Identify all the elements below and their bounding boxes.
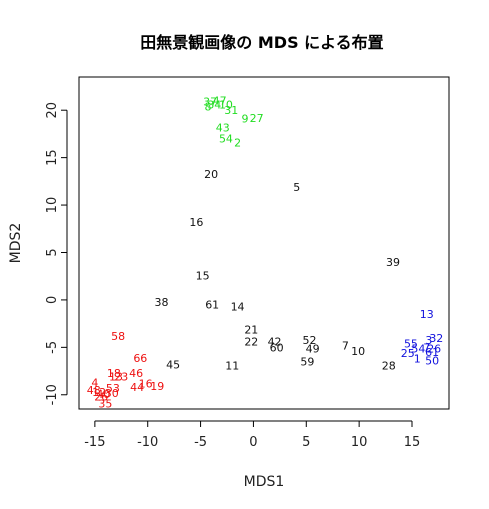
point-label-blue: 13 <box>420 308 434 321</box>
point-label-green: 37 <box>203 96 217 109</box>
point-label-red: 16 <box>139 377 153 390</box>
point-label-black: 39 <box>386 256 400 269</box>
point-label-black: 14 <box>231 301 245 314</box>
point-label-blue: 32 <box>429 332 443 345</box>
point-label-green: 31 <box>224 104 238 117</box>
y-tick-label: 20 <box>45 102 60 119</box>
point-label-green: 2 <box>234 136 241 149</box>
point-label-black: 42 <box>268 336 282 349</box>
y-tick-label: -10 <box>45 384 60 405</box>
x-tick-label: -10 <box>137 435 158 450</box>
point-label-red: 18 <box>107 367 121 380</box>
x-tick-label: -5 <box>194 435 207 450</box>
point-label-red: 26 <box>94 391 108 404</box>
point-label-green: 27 <box>250 112 264 125</box>
point-label-green: 47 <box>213 95 227 108</box>
point-label-green: 9 <box>241 113 248 126</box>
y-axis-label: MDS2 <box>8 223 24 264</box>
chart-title: 田無景観画像の MDS による布置 <box>140 33 383 52</box>
point-label-red: 12 <box>92 386 106 399</box>
point-label-blue: 61 <box>425 346 439 359</box>
point-label-black: 22 <box>244 336 258 349</box>
point-label-black: 45 <box>166 358 180 371</box>
point-label-blue: 54 <box>411 342 425 355</box>
y-axis: -10 -5 0 5 10 15 20 <box>45 102 68 405</box>
point-label-black: 10 <box>351 345 365 358</box>
y-tick-label: 5 <box>45 248 60 256</box>
point-label-red: 35 <box>98 397 112 410</box>
y-tick-label: 10 <box>45 197 60 214</box>
point-label-blue: 1 <box>414 353 421 366</box>
y-tick-label: -5 <box>45 341 60 354</box>
point-label-black: 49 <box>306 342 320 355</box>
x-tick-label: 5 <box>302 435 310 450</box>
y-tick-label: 0 <box>45 296 60 304</box>
point-label-black: 61 <box>205 299 219 312</box>
point-label-black: 16 <box>189 216 203 229</box>
point-label-blue: 25 <box>401 347 415 360</box>
point-label-black: 38 <box>154 296 168 309</box>
point-label-blue: 26 <box>427 342 441 355</box>
point-label-black: 52 <box>302 334 316 347</box>
point-label-black: 59 <box>300 356 314 369</box>
point-label-blue: 3 <box>425 334 432 347</box>
point-label-black: 21 <box>244 323 258 336</box>
point-label-black: 28 <box>382 359 396 372</box>
x-tick-label: 10 <box>351 435 368 450</box>
point-label-red: 23 <box>114 371 128 384</box>
point-label-red: 53 <box>106 382 120 395</box>
point-label-green: 10 <box>219 99 233 112</box>
point-label-green: 8 <box>204 100 211 113</box>
point-label-green: 34 <box>207 99 221 112</box>
point-label-red: 58 <box>111 330 125 343</box>
x-axis-label: MDS1 <box>244 474 285 490</box>
point-label-red: 13 <box>109 371 123 384</box>
x-tick-label: 15 <box>404 435 421 450</box>
point-label-black: 15 <box>196 269 210 282</box>
point-label-black: 20 <box>204 168 218 181</box>
point-label-black: 11 <box>225 359 239 372</box>
point-label-red: 4 <box>91 376 98 389</box>
point-label-blue: 7 <box>423 341 430 354</box>
point-label-red: 44 <box>130 381 144 394</box>
point-label-blue: 50 <box>425 355 439 368</box>
point-label-green: 43 <box>216 121 230 134</box>
point-label-red: 48 <box>87 384 101 397</box>
point-label-red: 30 <box>105 387 119 400</box>
point-label-blue: 55 <box>404 338 418 351</box>
point-label-green: 54 <box>219 133 233 146</box>
point-label-black: 60 <box>270 341 284 354</box>
x-tick-label: 0 <box>249 435 257 450</box>
point-label-red: 19 <box>150 380 164 393</box>
point-label-red: 46 <box>129 367 143 380</box>
point-label-red: 66 <box>133 352 147 365</box>
plot-frame <box>78 76 450 410</box>
y-tick-label: 15 <box>45 149 60 166</box>
x-axis: -15 -10 -5 0 5 10 15 <box>84 420 421 450</box>
point-label-black: 5 <box>293 181 300 194</box>
point-label-red: 40 <box>96 388 110 401</box>
x-tick-label: -15 <box>84 435 105 450</box>
point-label-black: 7 <box>342 339 349 352</box>
